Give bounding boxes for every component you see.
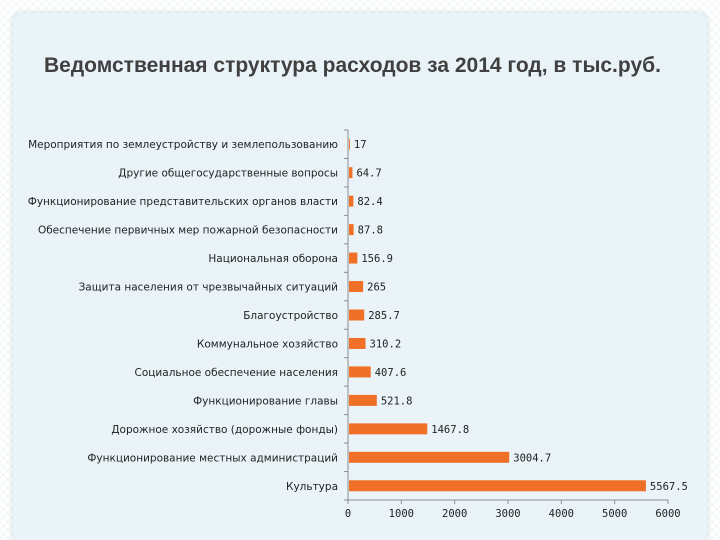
x-tick-label: 0 xyxy=(345,508,351,520)
x-tick-label: 4000 xyxy=(549,508,574,520)
category-label: Мероприятия по землеустройству и землепо… xyxy=(28,139,338,151)
category-label: Защита населения от чрезвычайных ситуаци… xyxy=(79,282,338,294)
x-tick-label: 1000 xyxy=(389,508,414,520)
x-tick-label: 2000 xyxy=(442,508,467,520)
category-label: Другие общегосударственные вопросы xyxy=(118,168,338,180)
data-label: 156.9 xyxy=(361,253,393,265)
data-label: 3004.7 xyxy=(513,452,551,464)
bar xyxy=(349,451,510,463)
category-label: Функционирование главы xyxy=(193,395,338,407)
slide-title: Ведомственная структура расходов за 2014… xyxy=(44,54,661,77)
data-label: 5567.5 xyxy=(650,481,688,493)
bar xyxy=(349,480,646,492)
bar xyxy=(349,195,354,207)
bar xyxy=(349,394,377,406)
data-label: 82.4 xyxy=(357,196,382,208)
bar xyxy=(349,366,371,378)
data-label: 310.2 xyxy=(370,338,402,350)
bar xyxy=(349,281,364,293)
bar xyxy=(349,224,354,236)
category-label: Национальная оборона xyxy=(208,253,338,265)
x-tick-label: 5000 xyxy=(602,508,627,520)
category-label: Функционирование местных администраций xyxy=(87,452,338,464)
data-label: 64.7 xyxy=(356,168,381,180)
data-label: 87.8 xyxy=(358,225,383,237)
bar xyxy=(349,309,365,321)
bar xyxy=(349,337,366,349)
data-label: 285.7 xyxy=(368,310,400,322)
category-label: Коммунальное хозяйство xyxy=(197,338,338,350)
data-label: 1467.8 xyxy=(431,424,469,436)
category-label: Культура xyxy=(286,481,338,493)
bar xyxy=(349,423,428,435)
category-label: Функционирование представительских орган… xyxy=(28,196,338,208)
x-tick-label: 3000 xyxy=(495,508,520,520)
category-label: Дорожное хозяйство (дорожные фонды) xyxy=(111,424,338,436)
category-label: Обеспечение первичных мер пожарной безоп… xyxy=(38,225,338,237)
category-label: Социальное обеспечение населения xyxy=(135,367,338,379)
data-label: 17 xyxy=(354,139,367,151)
bar xyxy=(349,138,350,150)
x-tick-label: 6000 xyxy=(655,508,680,520)
category-label: Благоустройство xyxy=(243,310,338,322)
bar xyxy=(349,167,353,179)
data-label: 407.6 xyxy=(375,367,407,379)
bar xyxy=(349,252,358,264)
data-label: 521.8 xyxy=(381,395,413,407)
data-label: 265 xyxy=(367,282,386,294)
